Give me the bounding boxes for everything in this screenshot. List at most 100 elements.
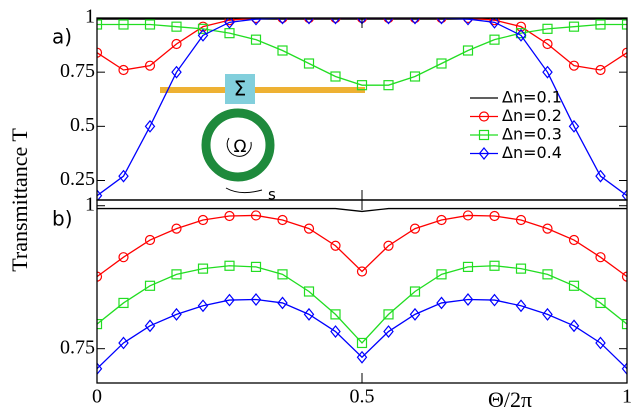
- series-line: [97, 23, 627, 86]
- series-line: [97, 265, 627, 344]
- marker: [621, 189, 627, 200]
- y-tick-label: 1: [85, 193, 95, 215]
- marker: [330, 240, 341, 251]
- legend-marker: [478, 111, 490, 122]
- marker: [330, 325, 341, 338]
- marker: [224, 293, 235, 307]
- marker: [595, 64, 606, 76]
- marker: [250, 18, 262, 24]
- marker: [224, 260, 235, 271]
- marker: [277, 18, 288, 25]
- marker: [97, 362, 103, 376]
- marker: [118, 19, 129, 30]
- marker: [277, 214, 288, 226]
- marker: [118, 64, 129, 76]
- marker: [568, 234, 580, 246]
- s-label: s: [268, 186, 276, 204]
- marker: [144, 60, 156, 71]
- marker: [383, 240, 394, 251]
- marker: [97, 318, 103, 330]
- marker: [436, 214, 447, 226]
- marker: [515, 28, 527, 42]
- marker: [621, 19, 627, 30]
- marker: [197, 263, 209, 274]
- marker: [595, 169, 606, 183]
- legend-label: Δn=0.1: [502, 88, 562, 107]
- inset-diagram: Σ Ω s: [160, 74, 365, 204]
- marker: [303, 223, 315, 234]
- marker: [197, 23, 209, 34]
- marker: [621, 47, 627, 58]
- x-tick-label: 0: [92, 386, 102, 408]
- marker: [277, 45, 288, 56]
- series-line: [97, 214, 627, 278]
- marker: [171, 38, 182, 50]
- marker: [277, 18, 288, 24]
- marker: [144, 319, 156, 333]
- marker: [409, 18, 421, 25]
- marker: [144, 19, 156, 30]
- marker: [595, 297, 606, 309]
- y-tick-label: 0.75: [60, 60, 95, 82]
- marker: [250, 34, 262, 45]
- marker: [621, 362, 627, 376]
- marker: [97, 189, 103, 200]
- marker: [542, 65, 553, 79]
- x-axis-label: Θ/2π: [488, 387, 532, 412]
- x-tick-label: 1: [622, 386, 632, 408]
- axes-frame: [96, 199, 628, 384]
- marker: [97, 19, 103, 30]
- marker: [144, 119, 156, 133]
- marker: [436, 269, 447, 280]
- marker: [409, 307, 421, 321]
- x-tick-label: 0.5: [350, 386, 375, 408]
- marker: [568, 119, 580, 133]
- marker: [144, 234, 156, 246]
- marker: [330, 18, 341, 24]
- marker: [489, 293, 500, 307]
- marker: [595, 252, 606, 263]
- marker: [303, 307, 315, 321]
- y-axis-label: Transmittance T: [7, 128, 32, 272]
- legend-label: Δn=0.4: [502, 143, 562, 162]
- y-tick-label: 1: [85, 6, 95, 28]
- marker: [171, 223, 182, 234]
- marker: [171, 21, 182, 32]
- marker: [462, 210, 474, 221]
- legend-marker: [478, 147, 490, 160]
- marker: [250, 18, 262, 26]
- marker: [515, 214, 527, 226]
- marker: [595, 336, 606, 350]
- marker: [197, 299, 209, 313]
- marker: [462, 45, 474, 56]
- marker: [97, 47, 103, 58]
- marker: [595, 19, 606, 30]
- marker: [224, 18, 235, 29]
- marker: [409, 71, 421, 82]
- sigma-label: Σ: [234, 77, 247, 101]
- marker: [171, 307, 182, 321]
- marker: [118, 297, 129, 309]
- marker: [224, 210, 235, 222]
- marker: [542, 269, 553, 280]
- series-line: [97, 207, 627, 213]
- ring: [201, 108, 275, 182]
- y-tick-label: 0.25: [60, 168, 95, 190]
- marker: [436, 58, 447, 69]
- panel-label: a): [52, 25, 72, 49]
- marker: [542, 307, 553, 321]
- marker: [144, 280, 156, 291]
- marker: [224, 18, 235, 26]
- marker: [515, 21, 527, 32]
- marker: [356, 266, 368, 277]
- marker: [303, 58, 315, 69]
- marker: [568, 280, 580, 291]
- marker: [197, 214, 209, 226]
- marker: [409, 286, 421, 297]
- marker: [277, 269, 288, 280]
- marker: [250, 261, 262, 273]
- marker: [489, 18, 500, 29]
- marker: [515, 299, 527, 313]
